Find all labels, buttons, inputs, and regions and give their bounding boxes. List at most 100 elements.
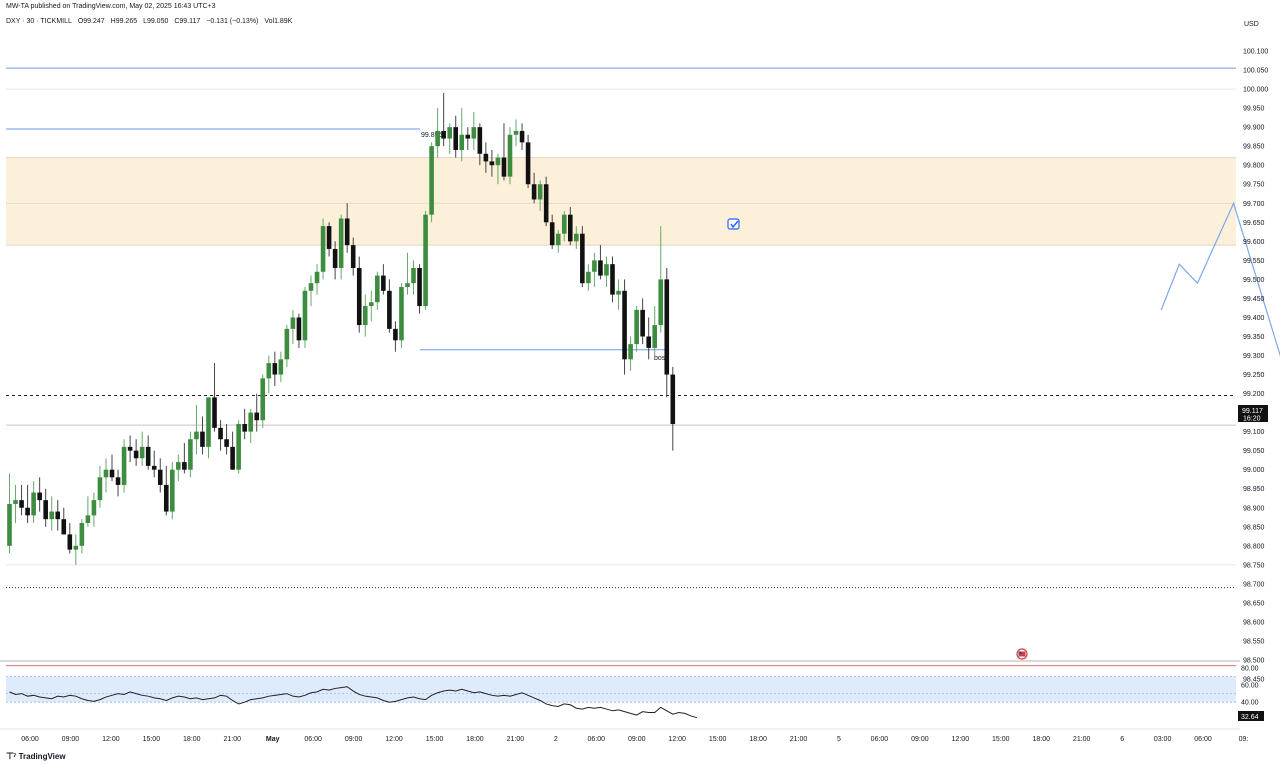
x-tick-label: 6 <box>1120 736 1124 743</box>
x-tick-label: 21:00 <box>507 736 525 743</box>
y-tick-label: 98.800 <box>1243 543 1265 550</box>
x-tick-label: 09:00 <box>345 736 363 743</box>
candle-body <box>399 287 404 341</box>
publication-info: MW-TA published on TradingView.com, May … <box>6 3 216 10</box>
candle-body <box>145 446 151 466</box>
candle-body <box>634 309 639 345</box>
candle-body <box>369 302 374 307</box>
candle-body <box>344 218 350 246</box>
candle-body <box>194 431 199 440</box>
candle-body <box>163 484 169 512</box>
x-tick-label: 06:00 <box>21 736 39 743</box>
candle-body <box>531 184 537 200</box>
symbol-legend: DXY · 30 · TICKMILL O99.247 H99.265 L99.… <box>6 18 296 25</box>
candle-body <box>525 142 531 185</box>
ohlc-open: O99.247 <box>77 18 105 25</box>
y-tick-label: 98.450 <box>1243 677 1265 684</box>
candle-body <box>670 374 676 425</box>
candle-body <box>13 500 18 504</box>
y-tick-label: 99.600 <box>1243 239 1265 246</box>
x-tick-label: 06:00 <box>588 736 606 743</box>
rsi-y-tick: 60.00 <box>1241 683 1259 690</box>
candle-body <box>574 233 579 242</box>
candle-body <box>37 492 42 501</box>
candle-body <box>664 279 670 375</box>
x-tick-label: 15:00 <box>143 736 161 743</box>
candle-body <box>507 134 513 177</box>
candle-body <box>459 134 465 150</box>
candle-body <box>320 226 326 272</box>
rsi-value-label: 32.64 <box>1241 714 1259 721</box>
candle-body <box>67 534 73 550</box>
candle-body <box>326 226 332 249</box>
x-tick-label: 18:00 <box>183 736 201 743</box>
candle-body <box>465 134 471 139</box>
candle-body <box>417 267 422 307</box>
projection-path <box>1160 201 1280 357</box>
y-tick-label: 100.050 <box>1243 68 1268 75</box>
y-tick-label: 100.000 <box>1243 87 1268 94</box>
x-tick-label: 09:00 <box>62 736 80 743</box>
y-tick-label: 99.100 <box>1243 429 1265 436</box>
candle-body <box>610 264 615 295</box>
y-tick-label: 99.800 <box>1243 163 1265 170</box>
y-tick-label: 100.100 <box>1243 49 1268 56</box>
candle-body <box>381 275 386 291</box>
x-tick-label: 18:00 <box>1032 736 1050 743</box>
candle-body <box>73 545 79 550</box>
y-tick-label: 98.550 <box>1243 638 1265 645</box>
x-tick-label: 03:00 <box>1154 736 1172 743</box>
candle-body <box>477 127 483 154</box>
x-tick-label: 12:00 <box>385 736 403 743</box>
tradingview-logo-icon: ⊤⁷ <box>6 751 17 761</box>
y-tick-label: 98.850 <box>1243 524 1265 531</box>
candle-body <box>139 446 145 459</box>
candle-body <box>356 267 362 326</box>
price-tag <box>1238 405 1268 422</box>
candle-body <box>646 336 651 348</box>
x-tick-label: 18:00 <box>749 736 767 743</box>
candle-body <box>218 427 223 440</box>
candle-body <box>411 267 416 284</box>
y-tick-label: 99.850 <box>1243 144 1265 151</box>
candle-body <box>302 290 308 341</box>
candle-body <box>266 363 272 379</box>
x-tick-label: 21:00 <box>1073 736 1091 743</box>
x-tick-label: 5 <box>837 736 841 743</box>
y-tick-label: 99.450 <box>1243 296 1265 303</box>
checkmark-tick <box>730 220 739 229</box>
candle-body <box>598 260 603 276</box>
candle-body <box>435 130 440 147</box>
candle-body <box>483 153 489 162</box>
candle-body <box>200 431 205 447</box>
tradingview-logo[interactable]: ⊤⁷ TradingView <box>6 751 66 762</box>
price-tag-value: 99.117 <box>1242 408 1263 415</box>
candle-body <box>314 271 320 284</box>
y-tick-label: 99.350 <box>1243 334 1265 341</box>
y-tick-label: 99.900 <box>1243 125 1265 132</box>
x-tick-label: 09:00 <box>628 736 646 743</box>
candle-body <box>103 469 109 478</box>
candle-body <box>375 275 380 303</box>
candle-body <box>61 519 67 535</box>
price-tag-time: 16:20 <box>1243 416 1261 423</box>
candle-body <box>91 500 97 516</box>
candle-body <box>489 161 495 166</box>
candle-body <box>109 469 115 478</box>
candle-body <box>495 157 501 166</box>
candle-body <box>616 290 621 295</box>
ohlc-low: L99.050 <box>143 18 169 25</box>
ohlc-volume: Vol1.89K <box>264 18 293 25</box>
candle-body <box>290 317 296 329</box>
candle-body <box>224 439 229 447</box>
us-flag-stripes <box>1018 651 1026 657</box>
y-tick-label: 99.700 <box>1243 201 1265 208</box>
candle-body <box>254 412 260 421</box>
candle-body <box>260 378 266 421</box>
x-tick-label: 12:00 <box>952 736 970 743</box>
x-tick-label: 12:00 <box>102 736 120 743</box>
y-tick-label: 98.600 <box>1243 619 1265 626</box>
candle-body <box>127 446 133 451</box>
y-tick-label: 99.950 <box>1243 106 1265 113</box>
